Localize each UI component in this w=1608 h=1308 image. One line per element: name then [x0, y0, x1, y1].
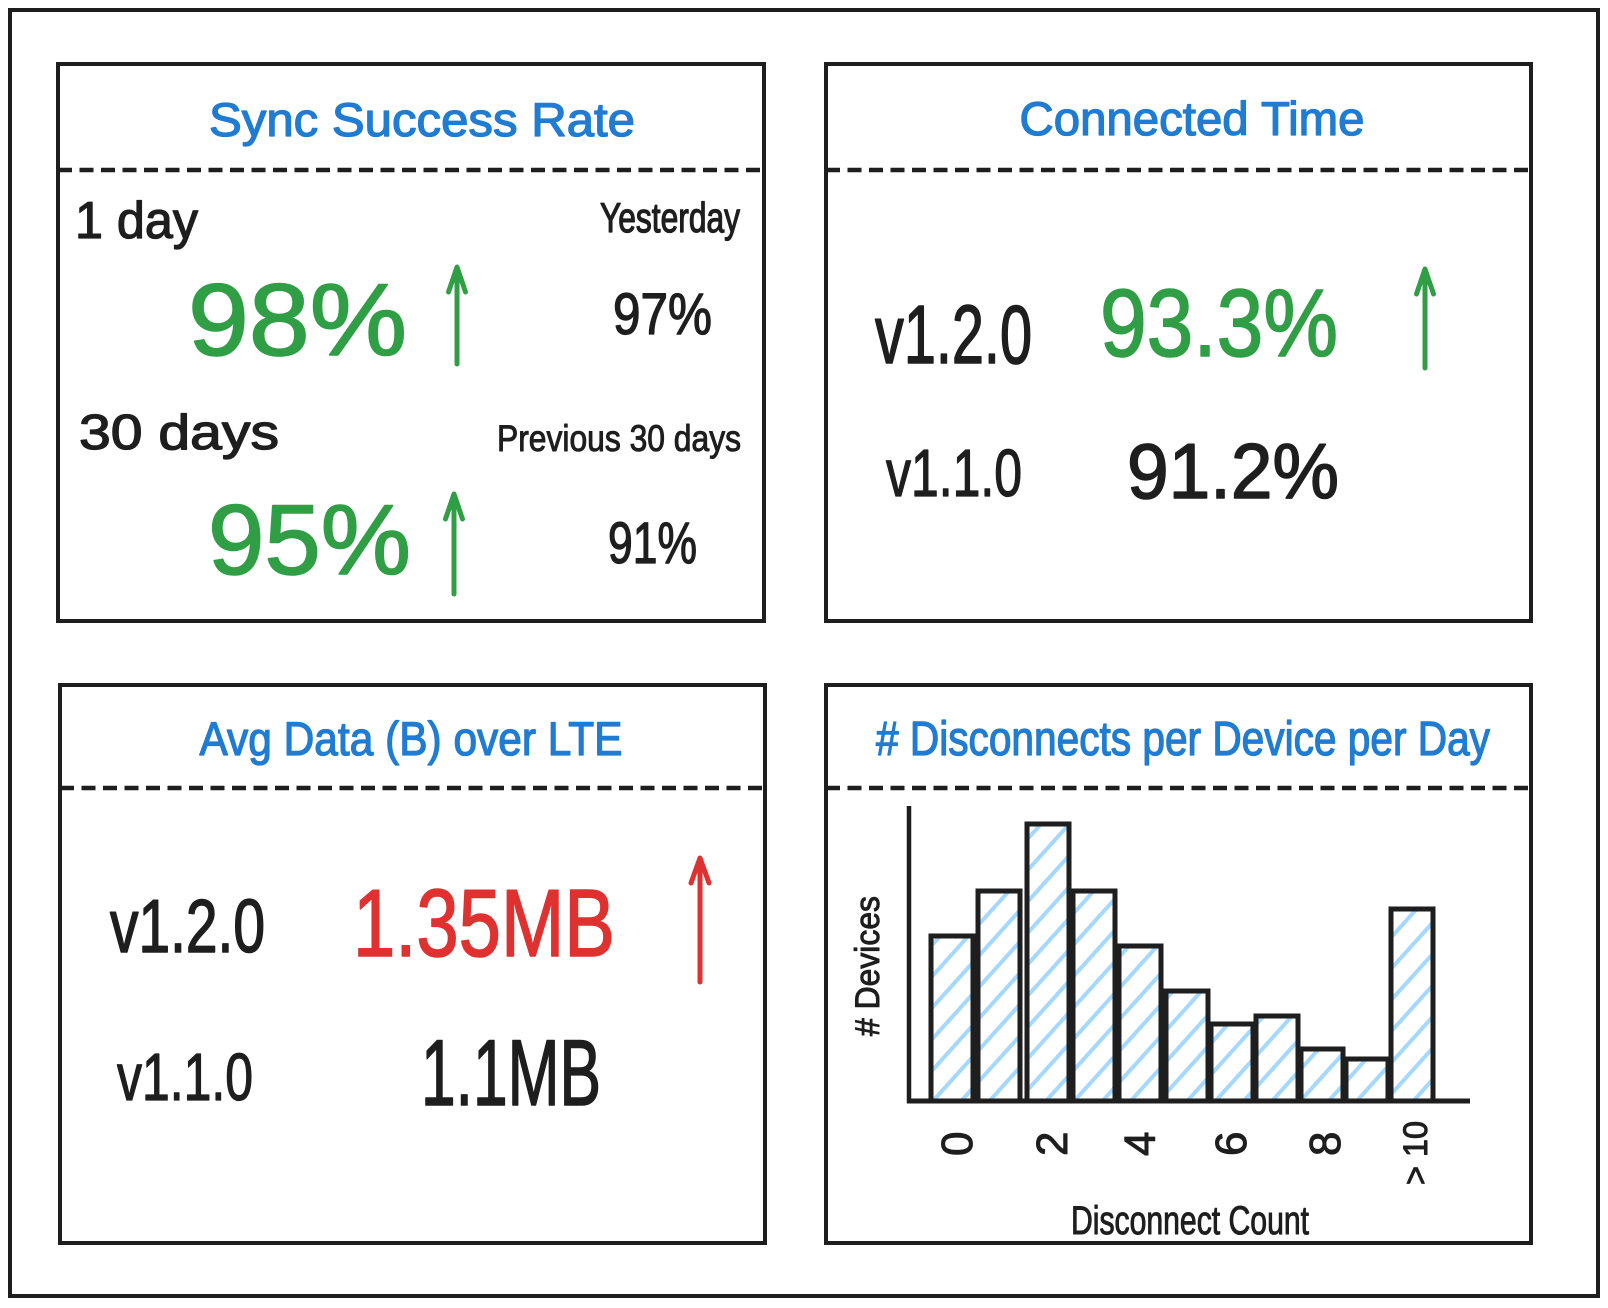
svg-text:# Disconnects per Device per D: # Disconnects per Device per Day: [876, 713, 1490, 766]
svg-text:93.3%: 93.3%: [1100, 270, 1338, 377]
svg-text:Avg Data (B) over LTE: Avg Data (B) over LTE: [200, 712, 623, 765]
svg-text:v1.1.0: v1.1.0: [886, 436, 1022, 511]
svg-text:97%: 97%: [613, 282, 712, 347]
svg-text:30 days: 30 days: [79, 406, 279, 460]
svg-text:Sync Success Rate: Sync Success Rate: [209, 93, 635, 146]
svg-text:Yesterday: Yesterday: [600, 194, 740, 241]
svg-text:1.35MB: 1.35MB: [353, 870, 615, 977]
svg-text:4: 4: [1116, 1132, 1165, 1156]
svg-text:91%: 91%: [608, 511, 697, 576]
svg-text:1 day: 1 day: [75, 192, 198, 250]
svg-text:Connected Time: Connected Time: [1020, 92, 1365, 145]
svg-text:95%: 95%: [208, 484, 411, 595]
svg-text:8: 8: [1301, 1132, 1350, 1156]
svg-text:0: 0: [933, 1132, 982, 1156]
svg-text:Disconnect Count: Disconnect Count: [1071, 1199, 1309, 1243]
svg-text:v1.1.0: v1.1.0: [117, 1040, 253, 1115]
svg-text:1.1MB: 1.1MB: [421, 1020, 601, 1125]
svg-text:v1.2.0: v1.2.0: [110, 884, 265, 968]
svg-text:2: 2: [1028, 1132, 1077, 1156]
svg-text:# Devices: # Devices: [849, 896, 887, 1036]
svg-text:v1.2.0: v1.2.0: [875, 288, 1032, 381]
svg-text:6: 6: [1207, 1132, 1256, 1156]
svg-text:91.2%: 91.2%: [1127, 427, 1339, 515]
svg-text:Previous 30 days: Previous 30 days: [497, 418, 741, 459]
svg-text:> 10: > 10: [1397, 1121, 1435, 1185]
svg-text:98%: 98%: [188, 263, 407, 377]
